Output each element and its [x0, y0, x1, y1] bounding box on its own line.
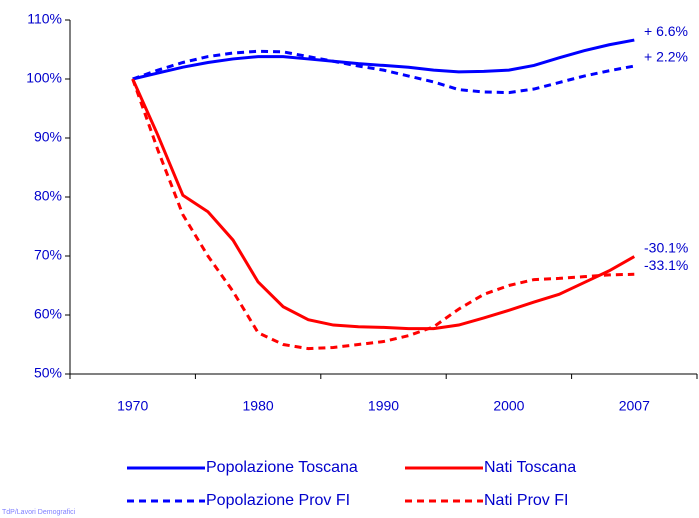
- series-line: [131, 78, 636, 331]
- x-tick-label: 2007: [619, 398, 650, 414]
- x-tick-label: 1970: [117, 398, 148, 414]
- annotation: + 6.6%: [644, 23, 688, 39]
- x-tick-label: 2000: [493, 398, 524, 414]
- y-tick-label: 90%: [34, 129, 62, 145]
- y-tick-label: 50%: [34, 365, 62, 381]
- y-tick-label: 110%: [27, 11, 62, 27]
- series-line: [131, 78, 635, 351]
- y-tick-label: 70%: [34, 247, 62, 263]
- y-tick-label: 80%: [34, 188, 62, 204]
- annotation: + 2.2%: [644, 49, 688, 65]
- legend-label: Popolazione Prov FI: [206, 492, 350, 509]
- series-line: [132, 49, 635, 95]
- y-tick-label: 100%: [26, 70, 62, 86]
- annotation: -33.1%: [644, 257, 688, 273]
- footer: TdP/Lavori Demografici: [2, 509, 76, 516]
- x-tick-label: 1990: [368, 398, 399, 414]
- legend-label: Nati Toscana: [484, 459, 576, 476]
- series-line: [132, 38, 635, 81]
- annotation: -30.1%: [644, 239, 688, 255]
- legend-label: Nati Prov FI: [484, 492, 568, 509]
- y-tick-label: 60%: [34, 306, 62, 322]
- legend-label: Popolazione Toscana: [206, 459, 358, 476]
- x-tick-label: 1980: [243, 398, 274, 414]
